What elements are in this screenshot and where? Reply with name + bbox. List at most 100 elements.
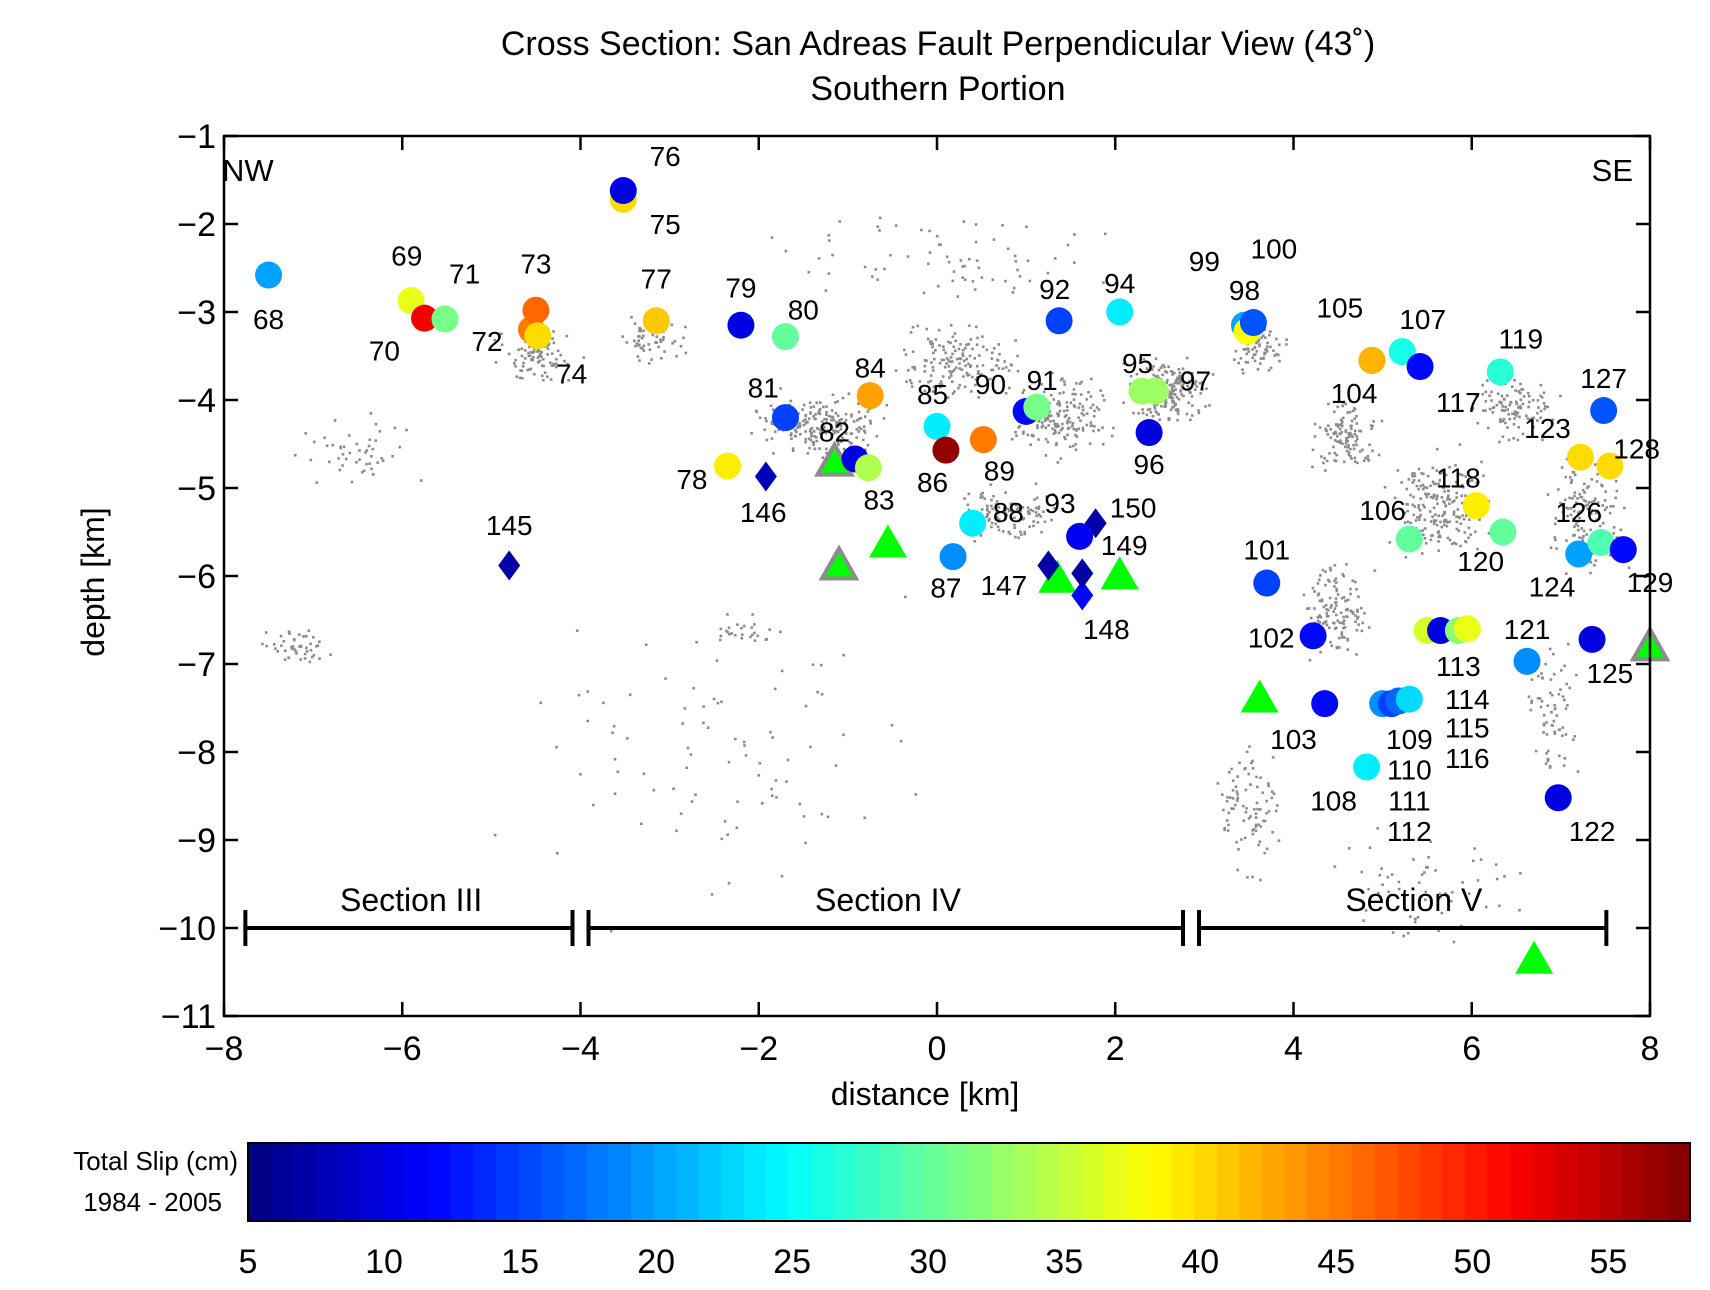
seismicity-dot [1016, 354, 1019, 358]
seismicity-dot [981, 345, 985, 349]
point-label: 76 [650, 141, 681, 172]
seismicity-dot [971, 347, 974, 351]
seismicity-dot [586, 690, 590, 693]
seismicity-dot [811, 663, 815, 667]
seismicity-dot [831, 253, 834, 257]
seismicity-dot [750, 626, 754, 629]
seismicity-dot [1236, 793, 1239, 796]
seismicity-dot [1404, 556, 1408, 559]
seismicity-dot [1067, 416, 1071, 420]
seismicity-dot [1573, 533, 1577, 537]
seismicity-dot [1160, 404, 1163, 408]
seismicity-dot [1154, 410, 1158, 413]
seismicity-dot [1566, 507, 1570, 510]
seismicity-dot [1277, 343, 1281, 347]
seismicity-dot [1573, 735, 1577, 738]
seismicity-dot [664, 677, 667, 680]
seismicity-dot [932, 351, 935, 355]
seismicity-dot [990, 351, 994, 355]
seismicity-dot [1584, 504, 1587, 508]
point-label: 123 [1524, 413, 1571, 444]
seismicity-dot [1018, 275, 1022, 278]
seismicity-dot [1325, 612, 1329, 615]
seismicity-dot [916, 324, 920, 328]
seismicity-dot [310, 655, 314, 659]
point-labels: 145 1461471481491506869707172737475767778… [253, 141, 1673, 847]
seismicity-dot [736, 623, 739, 627]
seismicity-dot [1540, 672, 1543, 675]
seismicity-dot [1565, 572, 1568, 576]
seismicity-dot [1421, 503, 1425, 507]
seismicity-dot [1338, 441, 1342, 444]
seismicity-dot [304, 432, 307, 435]
seismicity-dot [789, 433, 793, 437]
seismicity-dot [1201, 387, 1204, 391]
seismicity-dot [1251, 759, 1254, 763]
seismicity-dot [1341, 442, 1344, 446]
seismicity-dot [985, 348, 989, 352]
seismicity-dot [420, 479, 423, 482]
seismicity-dot [953, 349, 957, 353]
circle-marker [1587, 529, 1615, 557]
seismicity-dot [1182, 394, 1185, 398]
circle-marker [1462, 492, 1490, 520]
seismicity-dot [742, 624, 746, 628]
seismicity-dot [861, 438, 865, 442]
point-label: 95 [1122, 348, 1153, 379]
seismicity-dot [493, 833, 497, 837]
seismicity-dot [1354, 580, 1357, 584]
seismicity-dot [1259, 357, 1263, 360]
seismicity-dot [1072, 404, 1076, 407]
seismicity-dot [859, 427, 863, 431]
seismicity-dot [949, 356, 953, 359]
colorbar-segment [495, 1143, 519, 1221]
seismicity-dot [1078, 402, 1082, 406]
seismicity-dot [1172, 405, 1176, 408]
seismicity-dot [1343, 460, 1346, 464]
seismicity-dot [804, 841, 807, 845]
seismicity-dot [1338, 427, 1342, 431]
seismicity-dot [1411, 472, 1414, 475]
seismicity-dot [990, 357, 994, 360]
seismicity-dot [974, 383, 977, 387]
point-label: 106 [1359, 495, 1406, 526]
seismicity-dot [1137, 412, 1141, 415]
seismicity-dot [1313, 590, 1316, 593]
seismicity-dot [1028, 525, 1031, 528]
seismicity-dot [779, 387, 782, 390]
seismicity-dot [1455, 496, 1458, 499]
seismicity-dot [1425, 865, 1428, 869]
seismicity-dot [1324, 620, 1328, 623]
seismicity-dot [1225, 800, 1229, 803]
seismicity-dot [684, 351, 688, 355]
seismicity-dot [1518, 405, 1522, 408]
seismicity-dot [1254, 829, 1258, 833]
seismicity-dot [910, 381, 913, 385]
seismicity-dot [1249, 783, 1252, 787]
seismicity-dot [754, 409, 758, 413]
seismicity-dot [368, 462, 371, 465]
seismicity-dot [1571, 497, 1574, 500]
circle-marker [1609, 536, 1637, 564]
seismicity-dot [1454, 480, 1458, 484]
seismicity-dot [834, 401, 837, 404]
seismicity-dot [1347, 453, 1351, 456]
seismicity-dot [968, 354, 972, 358]
seismicity-dot [368, 438, 372, 442]
colorbar-segment [1374, 1143, 1398, 1221]
seismicity-dot [1578, 536, 1581, 539]
seismicity-dot [1419, 513, 1423, 517]
seismicity-dot [1321, 622, 1325, 625]
seismicity-dot [1035, 514, 1038, 518]
seismicity-dot [1159, 366, 1163, 369]
seismicity-dot [1045, 495, 1048, 498]
seismicity-dot [1447, 489, 1450, 493]
seismicity-dot [1151, 414, 1155, 418]
circle-marker [969, 426, 997, 454]
seismicity-dot [995, 364, 998, 367]
seismicity-dot [1506, 408, 1510, 411]
seismicity-dot [997, 528, 1001, 532]
seismicity-dot [1285, 343, 1288, 346]
seismicity-dot [540, 350, 544, 354]
